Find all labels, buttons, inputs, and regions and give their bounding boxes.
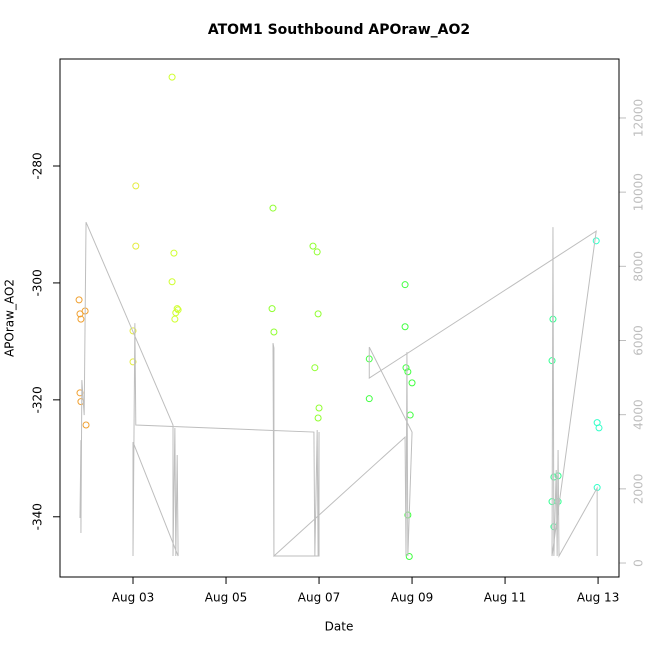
y2-tick-label: 0 [632, 559, 646, 567]
point [313, 248, 321, 256]
point [268, 305, 276, 313]
y-axis-label: APOraw_AO2 [3, 279, 17, 357]
point [269, 204, 277, 212]
point [548, 357, 556, 365]
chart-title: ATOM1 Southbound APOraw_AO2 [208, 22, 470, 38]
x-axis-label: Date [325, 620, 354, 634]
y2-tick-label: 10000 [632, 173, 646, 211]
y-tick-label: -300 [31, 269, 45, 296]
point [129, 358, 137, 366]
point [365, 395, 373, 403]
point [595, 424, 603, 432]
point [401, 281, 409, 289]
point [82, 421, 90, 429]
point [132, 242, 140, 250]
point [270, 328, 278, 336]
x-tick-label: Aug 11 [484, 591, 527, 605]
point [132, 182, 140, 190]
point [314, 310, 322, 318]
point [315, 404, 323, 412]
point [401, 323, 409, 331]
y2-tick-label: 4000 [632, 399, 646, 430]
line [79, 221, 598, 558]
y-tick-label: -340 [31, 503, 45, 530]
y2-tick-label: 2000 [632, 474, 646, 505]
point [129, 327, 137, 335]
x-tick-label: Aug 03 [112, 591, 155, 605]
y-tick-label: -320 [31, 386, 45, 413]
point [402, 364, 410, 372]
plot-frame [59, 58, 620, 578]
point [76, 310, 84, 318]
point [171, 315, 179, 323]
x-tick-label: Aug 13 [577, 591, 620, 605]
point [77, 315, 85, 323]
point [168, 73, 176, 81]
point [170, 249, 178, 257]
x-tick-label: Aug 05 [205, 591, 248, 605]
point [309, 242, 317, 250]
y-tick-label: -280 [31, 152, 45, 179]
point [405, 553, 413, 561]
y2-tick-label: 8000 [632, 251, 646, 282]
point [173, 305, 181, 313]
point [408, 379, 416, 387]
y2-tick-label: 12000 [632, 99, 646, 137]
point [172, 309, 180, 317]
point [168, 278, 176, 286]
point [314, 414, 322, 422]
point [75, 296, 83, 304]
point [592, 237, 600, 245]
y2-tick-label: 6000 [632, 325, 646, 356]
point [311, 364, 319, 372]
point [404, 368, 412, 376]
x-tick-label: Aug 07 [298, 591, 341, 605]
x-tick-label: Aug 09 [391, 591, 434, 605]
